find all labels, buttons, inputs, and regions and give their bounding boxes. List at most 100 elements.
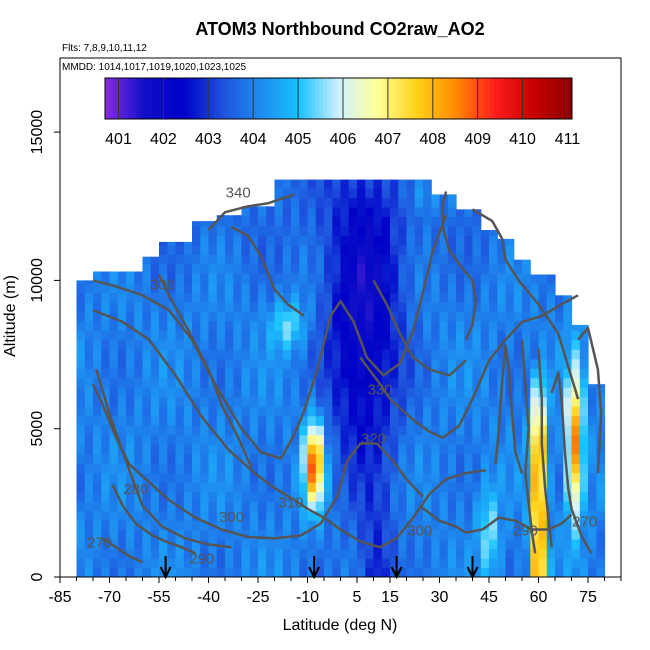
heatmap-cell (266, 396, 276, 407)
heatmap-cell (200, 244, 210, 255)
heatmap-cell (109, 453, 119, 464)
flight-transition-arrows (159, 556, 479, 580)
heatmap-cell (546, 567, 556, 577)
heatmap-cell (513, 349, 523, 360)
heatmap-cell (274, 330, 284, 341)
heatmap-cell (324, 482, 333, 493)
heatmap-cell (505, 491, 515, 502)
heatmap-cell (530, 482, 540, 493)
heatmap-cell (258, 358, 267, 369)
colorbar-segment (202, 78, 207, 119)
heatmap-cell (456, 311, 465, 322)
heatmap-cell (373, 491, 383, 502)
heatmap-cell (505, 301, 515, 312)
heatmap-cell (489, 263, 498, 274)
heatmap-cell (101, 539, 111, 550)
heatmap-cell (464, 415, 474, 426)
colorbar-segment (509, 78, 515, 119)
heatmap-cell (76, 292, 86, 303)
heatmap-cell (225, 387, 234, 398)
heatmap-cell (282, 501, 292, 512)
heatmap-cell (249, 225, 259, 236)
heatmap-cell (109, 415, 119, 426)
heatmap-cell (225, 216, 234, 227)
heatmap-cell (142, 482, 152, 493)
colorbar-segment (276, 78, 281, 119)
heatmap-cell (431, 539, 441, 550)
heatmap-cell (456, 463, 465, 474)
heatmap-cell (109, 358, 119, 369)
heatmap-cell (84, 482, 94, 493)
heatmap-cell (93, 539, 102, 550)
heatmap-cell (241, 282, 251, 293)
heatmap-cell (258, 311, 267, 322)
heatmap-cell (414, 179, 424, 189)
heatmap-cell (192, 377, 201, 388)
heatmap-cell (84, 548, 94, 559)
heatmap-cell (183, 425, 193, 436)
heatmap-cell (299, 472, 309, 483)
heatmap-cell (291, 273, 300, 284)
heatmap-cell (439, 330, 449, 341)
heatmap-cell (398, 206, 408, 217)
heatmap-cell (167, 529, 177, 540)
heatmap-cell (192, 548, 201, 559)
heatmap-cell (423, 368, 432, 379)
heatmap-cell (200, 444, 210, 455)
heatmap-cell (414, 520, 424, 531)
heatmap-cell (340, 320, 350, 331)
heatmap-cell (398, 216, 408, 227)
heatmap-cell (472, 558, 482, 569)
heatmap-cell (447, 567, 457, 577)
heatmap-cell (439, 292, 449, 303)
heatmap-cell (555, 434, 564, 445)
heatmap-cell (373, 187, 383, 198)
heatmap-cell (381, 187, 391, 198)
heatmap-cell (456, 225, 465, 236)
heatmap-cell (266, 311, 276, 322)
heatmap-cell (530, 520, 540, 531)
heatmap-cell (464, 368, 474, 379)
heatmap-cell (315, 567, 325, 577)
heatmap-cell (150, 292, 160, 303)
heatmap-cell (324, 292, 333, 303)
heatmap-cell (249, 282, 259, 293)
heatmap-cell (150, 558, 160, 569)
heatmap-cell (522, 339, 531, 350)
heatmap-cell (398, 320, 408, 331)
heatmap-cell (472, 472, 482, 483)
heatmap-cell (522, 273, 531, 284)
heatmap-cell (365, 320, 375, 331)
heatmap-cell (291, 358, 300, 369)
heatmap-cell (423, 330, 432, 341)
heatmap-cell (357, 444, 366, 455)
heatmap-cell (464, 244, 474, 255)
heatmap-cell (546, 320, 556, 331)
heatmap-cell (546, 520, 556, 531)
heatmap-cell (291, 320, 300, 331)
heatmap-cell (439, 567, 449, 577)
heatmap-cell (183, 311, 193, 322)
heatmap-cell (183, 444, 193, 455)
heatmap-cell (398, 197, 408, 208)
heatmap-cell (266, 510, 276, 521)
heatmap-cell (109, 510, 119, 521)
heatmap-cell (175, 482, 185, 493)
heatmap-cell (307, 539, 317, 550)
heatmap-cell (208, 292, 218, 303)
colorbar-segment (322, 78, 328, 119)
heatmap-cell (150, 453, 160, 464)
colorbar (104, 77, 573, 120)
heatmap-cell (522, 434, 531, 445)
heatmap-cell (357, 368, 366, 379)
heatmap-cell (299, 520, 309, 531)
heatmap-cell (225, 425, 234, 436)
heatmap-cell (447, 216, 457, 227)
heatmap-cell (373, 425, 383, 436)
colorbar-segment (373, 78, 378, 119)
heatmap-cell (332, 244, 342, 255)
heatmap-cell (258, 548, 267, 559)
heatmap-cell (324, 548, 333, 559)
heatmap-cell (472, 254, 482, 265)
heatmap-cell (381, 529, 391, 540)
